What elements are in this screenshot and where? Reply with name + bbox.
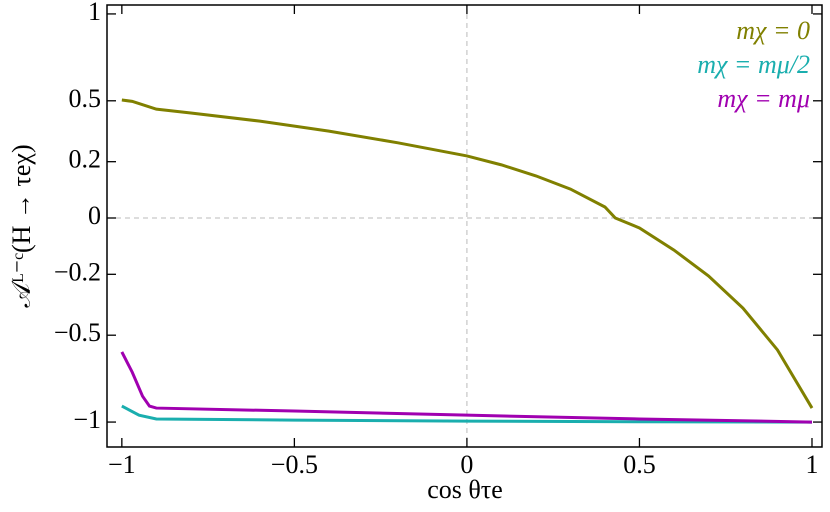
- x-tick-label: −1: [108, 450, 136, 479]
- y-tick-label: −0.5: [54, 318, 101, 347]
- y-tick-label: −1: [73, 405, 101, 434]
- y-tick-label: 1: [88, 0, 101, 26]
- series-line: [120, 351, 813, 424]
- legend-entry: mχ = mμ/2: [697, 50, 810, 79]
- y-axis-label: 𝒜ᴸ⁻ᶜ(H → τeχ): [7, 144, 36, 307]
- x-axis-label: cos θτe: [427, 475, 503, 504]
- x-tick-label: −0.5: [271, 450, 318, 479]
- x-tick-label: 1: [805, 450, 818, 479]
- x-tick-label: 0: [460, 450, 473, 479]
- x-tick-label: 0.5: [623, 450, 656, 479]
- y-tick-label: −0.2: [54, 257, 101, 286]
- series-line: [121, 98, 814, 409]
- y-tick-label: 0: [88, 201, 101, 230]
- legend-entry: mχ = mμ: [717, 84, 810, 113]
- plot-frame: [106, 4, 823, 448]
- y-tick-label: 0.5: [69, 84, 102, 113]
- y-tick-label: 0.2: [69, 145, 102, 174]
- series-line: [121, 404, 812, 424]
- legend-entry: mχ = 0: [736, 16, 810, 45]
